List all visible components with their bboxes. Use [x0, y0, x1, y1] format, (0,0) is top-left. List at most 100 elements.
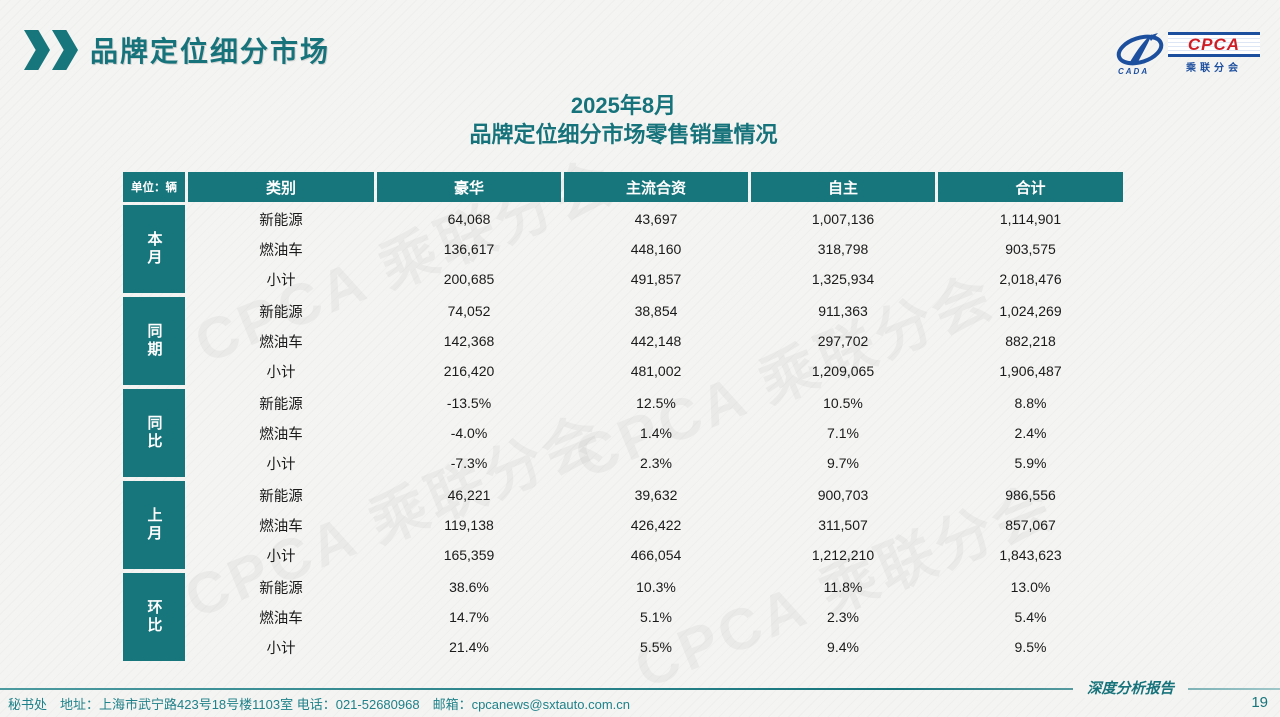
table-cell: 11.8% — [823, 579, 863, 595]
table-cell: 9.7% — [827, 455, 859, 471]
table-cell: 442,148 — [630, 333, 682, 349]
footer-contact-info: 秘书处 地址：上海市武宁路423号18号楼1103室 电话：021-526809… — [8, 697, 631, 712]
col-header-category: 类别 — [188, 172, 374, 202]
table-cell: 311,507 — [818, 517, 868, 533]
table-cell: 10.5% — [823, 395, 863, 411]
group-label: 环比 — [123, 573, 185, 661]
col-header-total: 合计 — [938, 172, 1123, 202]
cpca-label: CPCA — [1187, 35, 1241, 54]
row-label: 新能源 — [259, 212, 303, 229]
table-cell: 1,007,136 — [811, 211, 875, 227]
group-label: 同期 — [123, 297, 185, 385]
chevron-right-icon — [24, 30, 50, 70]
table-cell: 5.9% — [1014, 455, 1047, 471]
table-cell: 142,368 — [443, 333, 495, 349]
cpca-frame: CPCA — [1168, 32, 1260, 57]
table-cell: 1,212,210 — [811, 547, 875, 563]
table-title-line2: 品牌定位细分市场零售销量情况 — [469, 122, 778, 147]
row-label: 小计 — [266, 640, 296, 657]
cpca-subtitle: 乘联分会 — [1186, 63, 1242, 74]
table-cell: 38.6% — [449, 579, 489, 595]
table-cell: 200,685 — [443, 271, 495, 287]
col-header-mainstream-jv: 主流合资 — [564, 172, 748, 202]
table-cell: 911,363 — [818, 303, 868, 319]
table-header-row: 单位：辆 类别 豪华 主流合资 自主 合计 — [123, 172, 1124, 202]
table-cell: 39,632 — [634, 487, 678, 503]
table-cell: 43,697 — [634, 211, 678, 227]
table-group-mom: 环比 新能源 38.6% 10.3% 11.8% 13.0% 燃油车 14.7%… — [123, 573, 1124, 661]
table-cell: 5.5% — [640, 639, 672, 655]
row-label: 小计 — [266, 364, 296, 381]
footer-report-label: 深度分析报告 — [1073, 680, 1188, 698]
row-label: 小计 — [266, 272, 296, 289]
row-label: 燃油车 — [259, 610, 303, 627]
row-label: 新能源 — [259, 580, 303, 597]
table-cell: 2,018,476 — [999, 271, 1062, 287]
group-label: 同比 — [123, 389, 185, 477]
col-header-luxury: 豪华 — [377, 172, 561, 202]
table-cell: 216,420 — [443, 363, 495, 379]
table-cell: -4.0% — [450, 425, 488, 441]
page-number: 19 — [1251, 694, 1268, 711]
cpca-logo: CADA CPCA 乘联分会 — [1114, 32, 1260, 76]
row-label: 新能源 — [259, 304, 303, 321]
table-cell: 12.5% — [636, 395, 676, 411]
table-cell: 466,054 — [630, 547, 682, 563]
table-cell: 2.3% — [640, 455, 672, 471]
footer-divider — [0, 688, 1280, 690]
row-label: 燃油车 — [259, 242, 303, 259]
table-title: 2025年8月 品牌定位细分市场零售销量情况 — [123, 92, 1124, 150]
table-cell: 136,617 — [443, 241, 495, 257]
table-cell: 1,325,934 — [811, 271, 875, 287]
table-cell: 1,024,269 — [999, 303, 1062, 319]
table-title-line1: 2025年8月 — [570, 93, 677, 118]
table-cell: 903,575 — [1005, 241, 1056, 257]
table-cell: 119,138 — [444, 517, 494, 533]
table-cell: 491,857 — [630, 271, 682, 287]
chevron-right-icon — [52, 30, 78, 70]
table-cell: 7.1% — [827, 425, 859, 441]
table-cell: 448,160 — [630, 241, 682, 257]
sales-table: 单位：辆 类别 豪华 主流合资 自主 合计 本月 新能源 64,068 43,6… — [123, 172, 1124, 665]
table-cell: 2.4% — [1014, 425, 1047, 441]
table-cell: 481,002 — [630, 363, 682, 379]
table-cell: 10.3% — [636, 579, 676, 595]
table-cell: 9.4% — [827, 639, 859, 655]
table-cell: 297,702 — [817, 333, 869, 349]
table-cell: 5.4% — [1014, 609, 1047, 625]
row-label: 燃油车 — [259, 426, 303, 443]
table-group-current-month: 本月 新能源 64,068 43,697 1,007,136 1,114,901… — [123, 205, 1124, 293]
row-label: 燃油车 — [259, 334, 303, 351]
cada-swoosh-icon — [1116, 33, 1164, 66]
table-cell: 986,556 — [1005, 487, 1056, 503]
table-cell: 165,359 — [443, 547, 495, 563]
table-cell: 1,209,065 — [811, 363, 875, 379]
table-cell: 14.7% — [449, 609, 489, 625]
row-label: 燃油车 — [259, 518, 303, 535]
row-label: 新能源 — [259, 488, 303, 505]
unit-label: 单位：辆 — [123, 172, 185, 202]
table-cell: 1,114,901 — [999, 211, 1062, 227]
row-label: 小计 — [266, 456, 296, 473]
table-group-same-period: 同期 新能源 74,052 38,854 911,363 1,024,269 燃… — [123, 297, 1124, 385]
table-cell: 1,906,487 — [999, 363, 1062, 379]
table-cell: 8.8% — [1014, 395, 1047, 411]
table-cell: 5.1% — [640, 609, 672, 625]
table-cell: 882,218 — [1005, 333, 1056, 349]
table-cell: 857,067 — [1005, 517, 1056, 533]
table-cell: 9.5% — [1014, 639, 1047, 655]
table-cell: 21.4% — [449, 639, 489, 655]
row-label: 小计 — [266, 548, 296, 565]
table-cell: 2.3% — [827, 609, 859, 625]
table-cell: 13.0% — [1010, 579, 1051, 595]
table-cell: 1.4% — [640, 425, 672, 441]
cada-label: CADA — [1118, 67, 1150, 76]
table-cell: 1,843,623 — [999, 547, 1062, 563]
row-label: 新能源 — [259, 396, 303, 413]
table-cell: -7.3% — [450, 455, 488, 471]
table-cell: 38,854 — [634, 303, 678, 319]
table-cell: 318,798 — [817, 241, 869, 257]
double-chevron-icon — [24, 30, 80, 70]
col-header-domestic: 自主 — [751, 172, 935, 202]
cada-emblem-icon: CADA — [1114, 32, 1166, 76]
